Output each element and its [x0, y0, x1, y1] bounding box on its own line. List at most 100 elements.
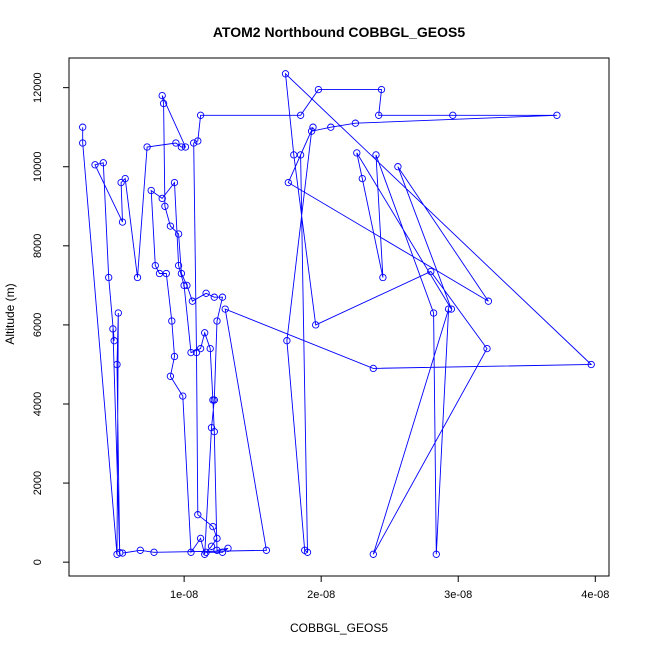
data-point: [147, 186, 155, 195]
data-point: [110, 337, 118, 345]
data-point: [207, 542, 216, 550]
data-point: [192, 348, 201, 357]
data-point: [170, 178, 179, 187]
data-point: [109, 325, 117, 333]
data-point: [118, 218, 127, 226]
data-point: [166, 222, 175, 230]
data-point: [170, 352, 179, 361]
data-point: [353, 149, 361, 157]
x-axis-label: COBBGL_GEOS5: [290, 621, 388, 635]
data-point: [187, 348, 195, 357]
data-point: [113, 360, 121, 369]
data-point: [196, 534, 205, 543]
data-point: [394, 163, 402, 171]
data-point: [447, 305, 456, 313]
data-point: [194, 137, 202, 145]
data-point: [221, 305, 229, 313]
data-point: [262, 546, 271, 554]
data-point: [484, 297, 493, 305]
data-point: [151, 261, 159, 270]
data-point: [196, 344, 205, 353]
series-layer: [79, 70, 595, 558]
data-point: [159, 99, 168, 108]
data-point: [427, 267, 435, 276]
data-point: [174, 230, 183, 238]
data-point: [379, 273, 387, 282]
x-tick-label: 1e-08: [170, 589, 198, 601]
data-point: [177, 269, 186, 278]
data-point: [314, 85, 323, 94]
data-point: [218, 293, 227, 301]
data-point: [180, 281, 188, 290]
data-point: [183, 281, 191, 290]
data-point: [312, 321, 320, 329]
plot-frame: [68, 57, 610, 577]
data-point: [158, 91, 166, 100]
data-point: [358, 174, 366, 183]
data-point: [449, 111, 457, 119]
data-point: [99, 159, 107, 167]
data-point: [283, 337, 291, 345]
data-point: [375, 111, 383, 119]
data-point: [161, 202, 169, 210]
chart-title: ATOM2 Northbound COBBGL_GEOS5: [213, 24, 465, 40]
data-point: [202, 289, 210, 297]
data-point: [206, 344, 214, 353]
data-point: [201, 550, 209, 558]
y-tick-label: 6000: [32, 313, 44, 337]
data-point: [118, 549, 127, 557]
x-tick-label: 4e-08: [581, 589, 609, 601]
data-point: [177, 143, 186, 151]
data-point: [307, 127, 316, 135]
data-point: [79, 123, 87, 131]
data-point: [155, 269, 164, 278]
y-tick-label: 2000: [32, 471, 44, 495]
data-point: [209, 396, 217, 404]
data-point: [429, 309, 438, 317]
data-point: [201, 329, 209, 337]
data-point: [91, 161, 99, 169]
data-point: [79, 139, 87, 147]
y-tick-label: 10000: [32, 151, 44, 182]
data-point: [187, 548, 195, 556]
data-point: [224, 544, 232, 552]
data-point: [377, 85, 386, 94]
data-point: [181, 143, 190, 151]
data-point: [483, 344, 491, 353]
y-tick-label: 4000: [32, 392, 44, 416]
x-tick-label: 2e-08: [307, 589, 335, 601]
data-point: [213, 534, 221, 543]
data-point: [121, 174, 129, 183]
data-point: [194, 511, 202, 519]
data-point: [303, 548, 312, 556]
data-point: [150, 548, 158, 556]
data-point: [296, 111, 305, 119]
data-point: [210, 293, 218, 301]
y-axis-label: Altitude (m): [3, 283, 17, 344]
data-point: [190, 139, 198, 147]
y-axis: 0 2000 4000 6000 8000 10000 12000: [32, 72, 69, 565]
data-point: [143, 143, 151, 151]
y-tick-label: 0: [32, 559, 44, 565]
y-tick-label: 12000: [32, 72, 44, 103]
data-point: [166, 372, 175, 380]
data-point: [179, 392, 187, 400]
data-point: [281, 70, 290, 78]
data-point: [369, 550, 377, 558]
data-point: [351, 119, 360, 127]
data-point: [290, 151, 298, 159]
data-point: [174, 261, 183, 270]
data-point: [553, 111, 561, 119]
data-point: [188, 297, 197, 305]
data-point: [210, 428, 218, 436]
x-axis: 1e-08 2e-08 3e-08 4e-08: [170, 576, 609, 601]
data-point: [158, 194, 166, 203]
data-point: [209, 522, 217, 531]
data-point: [133, 273, 142, 282]
y-tick-label: 8000: [32, 234, 44, 258]
data-point: [172, 139, 180, 147]
data-point: [432, 550, 440, 558]
data-point: [117, 178, 125, 187]
data-point: [218, 548, 227, 556]
